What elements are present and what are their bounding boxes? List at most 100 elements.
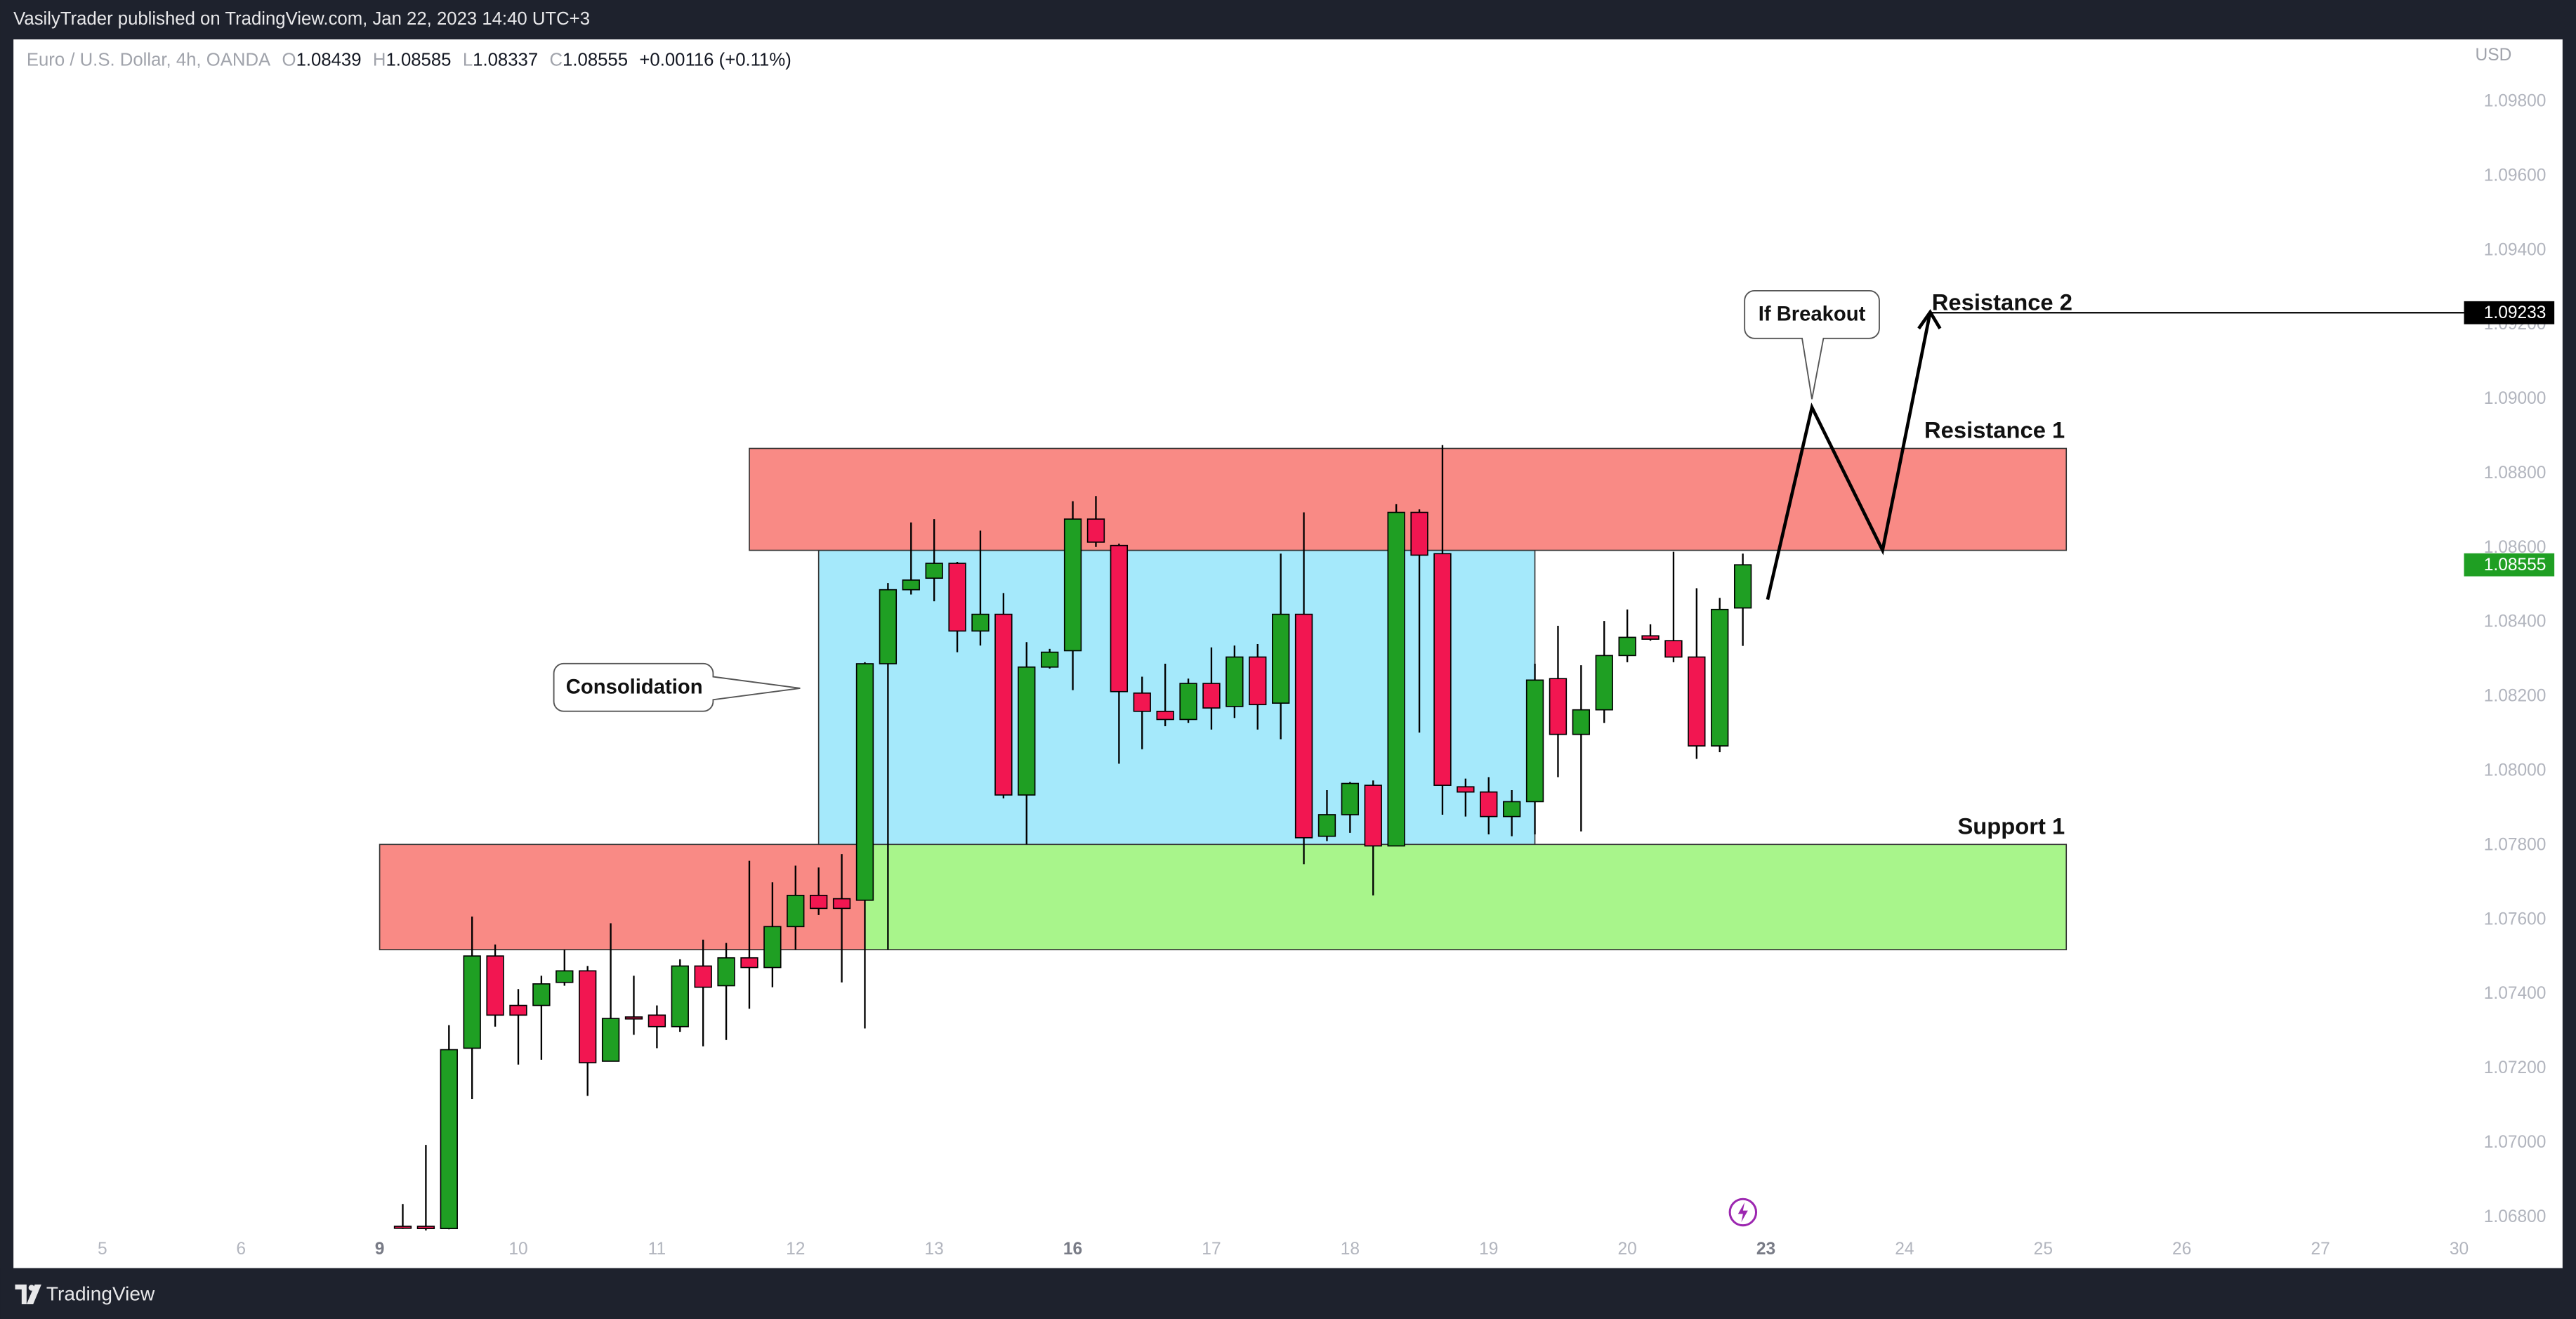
level-price-label: 1.09233 [2484, 303, 2547, 322]
y-tick-label: 1.08400 [2484, 612, 2547, 631]
overlay: Consolidation If Breakout Resistance 1 R… [0, 46, 2576, 1319]
x-tick-label: 12 [786, 1240, 805, 1259]
y-tick-label: 1.08000 [2484, 761, 2547, 780]
y-tick-label: 1.09000 [2484, 389, 2547, 408]
candle-body [694, 965, 712, 988]
brand-logo [15, 1284, 41, 1304]
currency: USD [2476, 46, 2512, 65]
candle-body [1341, 782, 1360, 815]
open-value: 1.08439 [296, 50, 362, 70]
x-tick-label: 18 [1341, 1240, 1360, 1259]
candle-body [532, 983, 551, 1006]
candle-body [579, 970, 597, 1063]
candle-body [1549, 678, 1568, 735]
ohlc-key: L [463, 50, 473, 70]
candle-body [1179, 683, 1197, 721]
symbol: Euro / U.S. Dollar, 4h, OANDA [27, 50, 271, 70]
candle-body [1387, 511, 1405, 847]
annotation: Resistance 2 [1932, 289, 2072, 315]
price-zone [749, 447, 2068, 551]
x-tick-label: 17 [1202, 1240, 1221, 1259]
candle-body [1733, 564, 1752, 609]
y-tick-label: 1.09600 [2484, 166, 2547, 185]
x-tick-label: 10 [508, 1240, 527, 1259]
footer-bar [0, 1268, 2576, 1319]
candle-body [717, 957, 735, 987]
candle-body [1202, 683, 1221, 709]
candle-body [1086, 518, 1105, 543]
candle-body [1664, 640, 1683, 658]
candle-body [1041, 651, 1059, 668]
candle-body [1525, 679, 1544, 803]
annotation: Consolidation [566, 676, 703, 699]
projection-path [1766, 311, 1932, 601]
logo-part [26, 1284, 41, 1304]
ohlc-key: H [373, 50, 386, 70]
x-tick-label: 20 [1617, 1240, 1636, 1259]
low-value: 1.08337 [473, 50, 538, 70]
x-tick-label: 23 [1756, 1240, 1775, 1259]
ohlc-key: O [282, 50, 296, 70]
publisher-line: VasilyTrader published on TradingView.co… [13, 9, 590, 29]
y-tick-label: 1.08200 [2484, 687, 2547, 706]
close-value: 1.08555 [563, 50, 628, 70]
high-value: 1.08585 [386, 50, 452, 70]
candle-body [971, 613, 990, 632]
candle-body [1133, 693, 1151, 712]
ohlc-key: C [549, 50, 563, 70]
candle-body [787, 895, 805, 928]
x-tick-label: 30 [2450, 1240, 2469, 1259]
symbol-legend: Euro / U.S. Dollar, 4h, OANDA O1.08439 H1.… [27, 50, 791, 70]
candle-body [601, 1018, 620, 1062]
y-tick-label: 1.09400 [2484, 240, 2547, 259]
x-tick-label: 19 [1479, 1240, 1498, 1259]
candle-body [416, 1226, 435, 1230]
candle-body [1294, 613, 1313, 839]
y-tick-label: 1.07400 [2484, 984, 2547, 1003]
y-tick-label: 1.07800 [2484, 835, 2547, 854]
x-tick-label: 9 [375, 1240, 385, 1259]
candle-body [925, 563, 943, 579]
events-icon-bolt [1737, 1202, 1748, 1223]
candle-body [832, 898, 851, 910]
candle-body [902, 579, 920, 591]
candle-body [1572, 709, 1591, 735]
candle-body [1110, 544, 1129, 693]
candle-body [763, 926, 782, 969]
candle-body [624, 1016, 643, 1020]
candle-body [1641, 635, 1660, 640]
candle-body [486, 955, 504, 1016]
x-tick-label: 6 [236, 1240, 246, 1259]
candle-body [948, 563, 966, 632]
candle-body [1410, 511, 1428, 556]
candle-body [463, 955, 481, 1049]
y-tick-label: 1.09800 [2484, 92, 2547, 111]
candle-body [1502, 801, 1521, 818]
candle-body [1271, 613, 1290, 704]
price-zone [379, 844, 866, 950]
x-tick-label: 5 [98, 1240, 107, 1259]
candle-body [1317, 814, 1336, 837]
y-tick-label: 1.07200 [2484, 1058, 2547, 1077]
logo-part [15, 1284, 27, 1304]
candle-body [879, 589, 898, 664]
y-tick-label: 1.08800 [2484, 464, 2547, 483]
candle-body [855, 663, 874, 901]
candle-body [1364, 785, 1382, 847]
annotation: Resistance 1 [1924, 417, 2065, 443]
y-tick-label: 1.06800 [2484, 1207, 2547, 1226]
candle-body [1063, 518, 1082, 652]
x-tick-label: 11 [648, 1240, 666, 1259]
y-tick-label: 1.07600 [2484, 910, 2547, 928]
candle-body [1595, 655, 1613, 711]
x-tick-label: 24 [1895, 1240, 1914, 1259]
candle-body [1018, 666, 1036, 796]
candle-body [1688, 656, 1706, 747]
last-price-box [2464, 553, 2555, 577]
x-tick-label: 26 [2172, 1240, 2191, 1259]
candle-body [1225, 656, 1244, 707]
candle-body [740, 957, 758, 969]
price-zone [817, 549, 1536, 846]
annotation: If Breakout [1759, 303, 1866, 326]
change: +0.00116 (+0.11%) [639, 50, 791, 70]
